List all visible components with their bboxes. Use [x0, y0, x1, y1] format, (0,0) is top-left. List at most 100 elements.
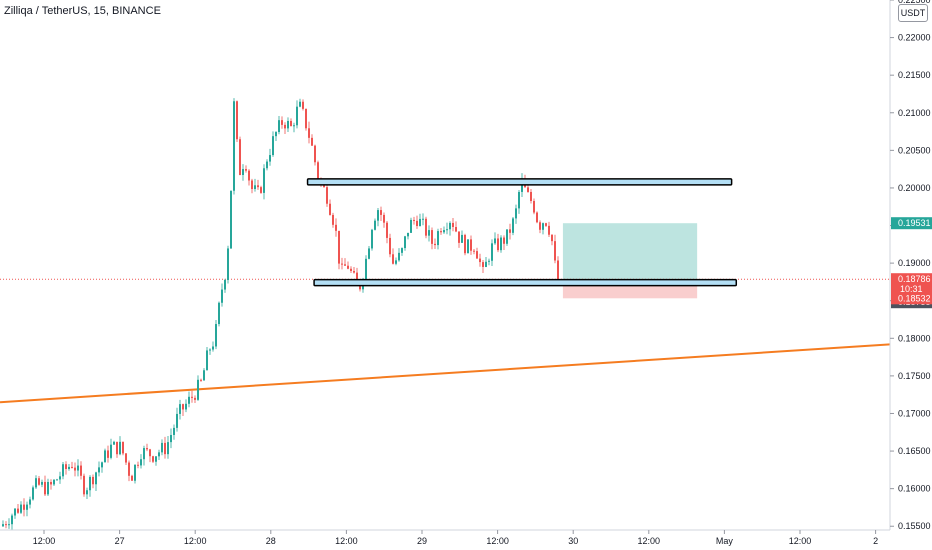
y-tick-label: 0.17500: [898, 371, 931, 381]
candle-body: [497, 238, 499, 251]
candle-body: [527, 187, 529, 192]
candle-body: [302, 101, 304, 109]
y-tick-label: 0.21500: [898, 70, 931, 80]
candle-body: [512, 218, 514, 233]
candle-body: [398, 252, 400, 261]
y-tick-label: 0.22000: [898, 33, 931, 43]
candle-body: [236, 101, 238, 140]
x-tick-label: 12:00: [335, 536, 358, 546]
candle-body: [62, 464, 64, 477]
candle-body: [431, 230, 433, 244]
candle-body: [272, 136, 274, 156]
candle-body: [26, 504, 28, 510]
x-tick-label: 12:00: [184, 536, 207, 546]
candle-body: [371, 229, 373, 249]
candle-body: [182, 404, 184, 410]
candle-body: [245, 169, 247, 171]
candle-body: [242, 169, 244, 175]
candle-body: [311, 137, 313, 146]
candle-body: [422, 218, 424, 220]
candle-body: [248, 170, 250, 181]
candle-body: [416, 220, 418, 227]
candle-body: [275, 132, 277, 137]
candle-body: [542, 223, 544, 230]
profit-zone: [562, 223, 698, 284]
price-tag: [891, 273, 932, 296]
candle-body: [221, 289, 223, 303]
support-range: [313, 278, 738, 287]
candle-body: [113, 441, 115, 445]
candle-body: [389, 237, 391, 255]
candle-body: [554, 241, 556, 261]
candle-body: [122, 441, 124, 454]
candle-body: [500, 237, 502, 251]
candle-body: [206, 350, 208, 371]
candle-body: [146, 448, 148, 450]
candle-body: [401, 248, 403, 253]
candle-body: [395, 260, 397, 264]
x-tick-label: 12:00: [789, 536, 812, 546]
candle-body: [380, 210, 382, 215]
candle-body: [128, 462, 130, 476]
price-tag-label: 0.18786: [898, 274, 931, 284]
candle-body: [446, 229, 448, 231]
candle-body: [488, 260, 490, 262]
price-tag-label: 0.18532: [898, 293, 931, 303]
candle-body: [473, 250, 475, 252]
candle-body: [353, 270, 355, 273]
candle-body: [281, 120, 283, 125]
candle-body: [479, 258, 481, 263]
candle-body: [284, 124, 286, 129]
candle-body: [266, 161, 268, 169]
price-tag-label: 0.19531: [898, 218, 931, 228]
candle-body: [533, 200, 535, 213]
y-tick-label: 0.20000: [898, 183, 931, 193]
candle-body: [32, 487, 34, 500]
candle-body: [119, 441, 121, 455]
candle-body: [176, 413, 178, 428]
y-tick-label: 0.20500: [898, 145, 931, 155]
candle-body: [11, 515, 13, 525]
candle-body: [2, 524, 4, 527]
candle-body: [23, 504, 25, 510]
candle-body: [374, 220, 376, 230]
price-tag: [891, 217, 932, 230]
candle-body: [269, 155, 271, 162]
x-tick-label: 29: [417, 536, 427, 546]
candle-body: [5, 524, 7, 526]
candle-body: [368, 248, 370, 259]
price-tag-countdown: 10:31: [900, 284, 923, 294]
x-tick-label: 2: [873, 536, 878, 546]
candle-body: [173, 427, 175, 435]
candle-body: [53, 479, 55, 485]
drawings-layer: [0, 223, 891, 404]
candle-body: [14, 508, 16, 516]
candle-body: [482, 262, 484, 267]
candle-body: [224, 280, 226, 290]
candle-body: [545, 223, 547, 226]
loss-zone: [562, 283, 698, 299]
candle-body: [458, 231, 460, 243]
candle-body: [434, 243, 436, 246]
candle-body: [491, 243, 493, 261]
candle-body: [164, 442, 166, 455]
candle-body: [197, 379, 199, 400]
candle-body: [440, 231, 442, 233]
x-tick-label: 12:00: [33, 536, 56, 546]
candle-body: [518, 191, 520, 209]
candle-body: [83, 475, 85, 495]
candle-body: [425, 218, 427, 236]
candle-body: [20, 504, 22, 513]
candle-body: [506, 229, 508, 244]
candle-body: [548, 225, 550, 235]
candle-body: [317, 162, 319, 179]
candle-body: [296, 106, 298, 126]
candle-body: [254, 185, 256, 190]
candle-body: [314, 145, 316, 163]
candle-body: [203, 370, 205, 381]
currency-button[interactable]: USDT: [898, 4, 928, 22]
candle-body: [557, 260, 559, 282]
candle-body: [149, 449, 151, 457]
candle-body: [329, 203, 331, 215]
